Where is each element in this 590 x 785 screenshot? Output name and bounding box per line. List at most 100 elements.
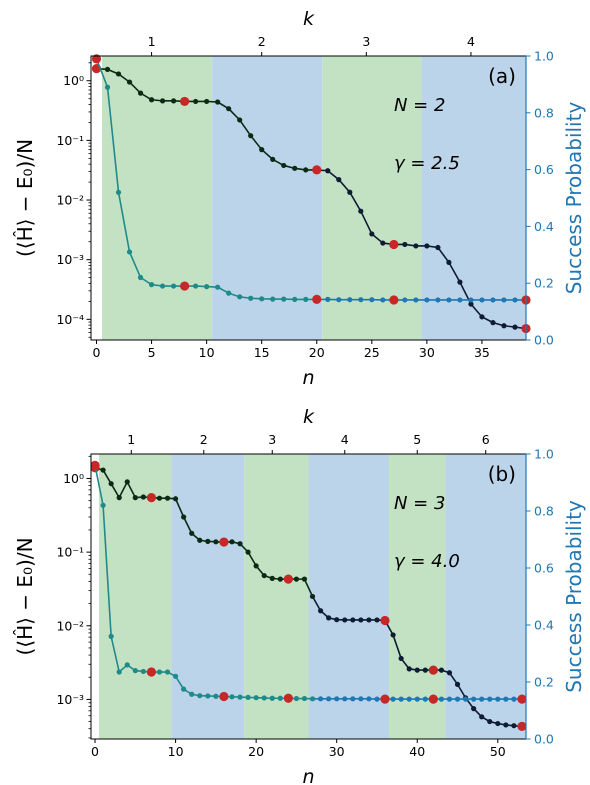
right-tick-label: 0.4	[534, 219, 554, 234]
probability-highlight-marker	[389, 295, 399, 305]
probability-data-point	[170, 283, 177, 289]
energy-data-point	[350, 617, 356, 623]
probability-data-point	[317, 696, 324, 702]
probability-data-point	[197, 693, 203, 699]
energy-data-point	[380, 240, 386, 246]
x-tick-label: 35	[474, 345, 490, 360]
energy-data-point	[406, 666, 412, 672]
probability-data-point	[303, 296, 309, 302]
energy-data-point	[108, 481, 114, 487]
success-probability-line	[94, 465, 313, 700]
energy-data-point	[132, 495, 138, 501]
right-tick-label: 0.4	[534, 618, 554, 633]
probability-highlight-marker	[146, 667, 157, 677]
right-tick-label: 0.6	[534, 561, 554, 576]
x-tick-label: 5	[148, 345, 156, 360]
probability-data-point	[471, 696, 477, 702]
probability-data-point	[253, 695, 259, 701]
probability-data-point	[350, 696, 356, 702]
top-tick-label: 1	[127, 432, 135, 447]
right-tick-label: 0.8	[534, 504, 554, 519]
energy-highlight-marker	[219, 537, 229, 547]
x-tick-label: 20	[248, 744, 264, 759]
probability-data-point	[140, 668, 146, 675]
probability-highlight-marker	[283, 693, 293, 703]
y-tick-label: 10⁻⁴	[56, 312, 84, 327]
probability-data-point	[512, 297, 518, 303]
probability-data-point	[226, 290, 232, 296]
probability-data-point	[390, 696, 396, 702]
probability-data-point	[205, 693, 211, 699]
energy-data-point	[237, 117, 243, 123]
energy-data-point	[301, 576, 308, 582]
energy-data-point	[309, 593, 316, 600]
energy-data-point	[197, 537, 203, 543]
energy-data-point	[446, 670, 453, 676]
stage-band	[102, 56, 213, 340]
energy-data-point	[229, 539, 235, 545]
probability-highlight-marker	[180, 281, 190, 291]
x-tick-label: 0	[91, 744, 99, 759]
probability-data-point	[156, 669, 163, 675]
y-tick-label: 10⁰	[63, 73, 84, 88]
energy-data-point	[454, 681, 461, 687]
panel-a: 0 5 10 15 20 25 30 35 n 1 2 3 4 k 10⁰ 10⁻¹ 10⁻² 10⁻³ 10⁻⁴ (…	[13, 8, 586, 389]
energy-data-point	[205, 538, 211, 544]
x-tick-label: 15	[254, 345, 270, 360]
probability-data-point	[116, 669, 122, 675]
energy-data-point	[172, 496, 179, 502]
energy-data-point	[490, 320, 496, 326]
y-tick-label: 10⁰	[63, 471, 84, 486]
probability-data-point	[438, 696, 445, 702]
probability-data-point	[468, 297, 474, 303]
energy-data-point	[293, 576, 300, 582]
energy-series-line	[94, 466, 314, 597]
panel-label: (b)	[488, 462, 516, 486]
energy-data-point	[213, 539, 219, 545]
probability-data-point	[402, 297, 408, 303]
probability-data-point	[193, 283, 199, 289]
right-tick-label: 1.0	[534, 49, 554, 64]
probability-data-point	[309, 696, 316, 702]
energy-data-point	[193, 98, 199, 105]
energy-data-point	[369, 231, 375, 237]
probability-data-point	[446, 297, 452, 303]
y-tick-label: 10⁻¹	[56, 545, 84, 560]
energy-highlight-marker	[180, 96, 190, 107]
energy-data-point	[457, 279, 463, 285]
probability-data-point	[326, 696, 332, 702]
energy-data-point	[277, 576, 283, 582]
probability-data-point	[457, 297, 463, 303]
probability-data-point	[334, 696, 340, 702]
energy-data-point	[413, 243, 419, 249]
right-axis-label: Success Probability	[562, 500, 586, 693]
probability-data-point	[270, 296, 276, 302]
probability-data-point	[189, 691, 195, 697]
energy-data-point	[501, 323, 507, 329]
annotation-n: N = 2	[394, 95, 445, 116]
probability-data-point	[495, 696, 501, 702]
energy-data-point	[479, 314, 485, 320]
top-tick-label: 4	[467, 34, 475, 49]
probability-data-point	[490, 297, 496, 303]
annotation-gamma: γ = 2.5	[394, 153, 460, 174]
probability-data-point	[269, 695, 275, 701]
top-tick-label: 3	[268, 432, 276, 447]
probability-highlight-marker	[219, 691, 229, 702]
energy-data-point	[422, 667, 428, 673]
energy-data-point	[334, 617, 340, 623]
probability-data-point	[148, 282, 155, 288]
probability-data-point	[501, 297, 507, 303]
right-tick-label: 1.0	[534, 447, 554, 462]
probability-data-point	[172, 673, 179, 679]
annotation-gamma: γ = 4.0	[394, 551, 460, 572]
energy-data-point	[270, 156, 276, 163]
x-axis-label: n	[302, 766, 314, 785]
probability-data-point	[358, 696, 364, 702]
energy-highlight-marker	[283, 574, 293, 584]
energy-data-point	[281, 162, 287, 169]
probability-data-point	[479, 297, 485, 303]
stage-band	[244, 454, 309, 739]
probability-highlight-marker	[90, 460, 100, 470]
